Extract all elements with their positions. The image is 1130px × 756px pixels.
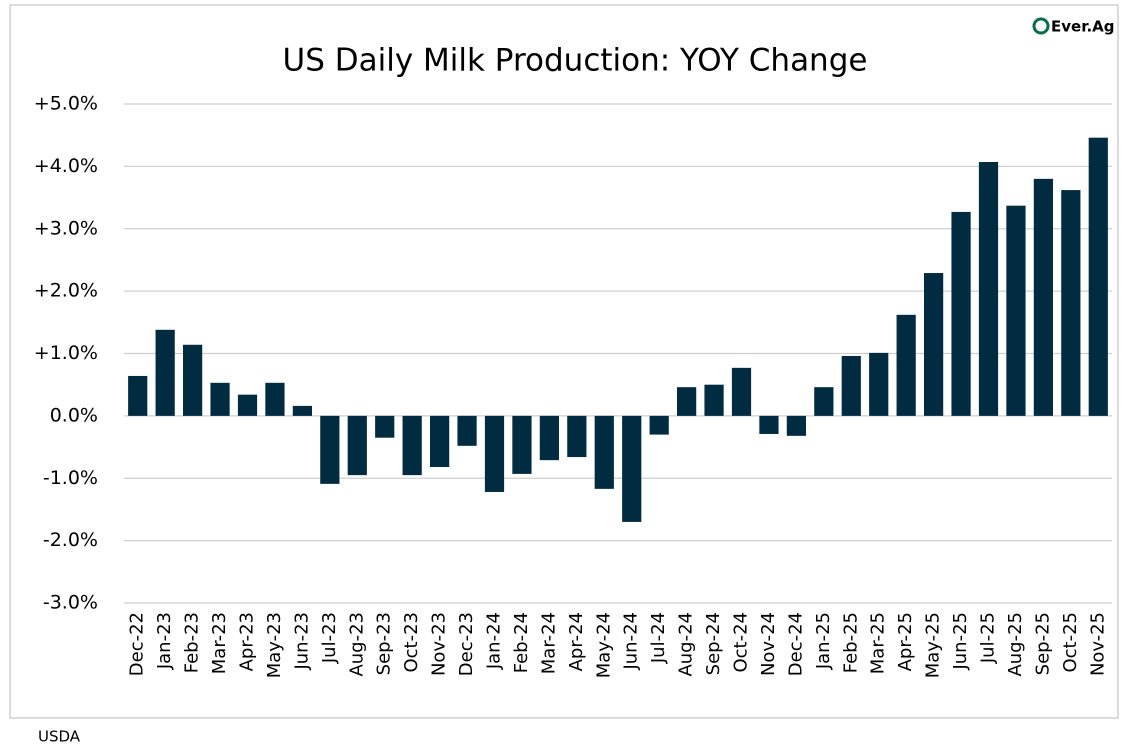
x-tick-label: Oct-24 [731, 612, 752, 673]
chart-border [9, 4, 1119, 719]
x-tick-label: Dec-23 [456, 612, 477, 676]
x-tick-label: Nov-25 [1087, 612, 1108, 676]
bar [430, 415, 450, 468]
bar [951, 211, 971, 416]
y-tick-label: -1.0% [43, 467, 98, 489]
x-tick-label: Sep-24 [703, 612, 724, 675]
bar [567, 415, 587, 458]
bar [1088, 137, 1108, 416]
x-tick-label: Jan-25 [813, 612, 834, 670]
x-tick-label: Mar-23 [209, 612, 230, 674]
y-tick-label: +2.0% [34, 280, 98, 302]
bar [155, 329, 175, 416]
bar [786, 415, 806, 436]
x-tick-label: Dec-22 [127, 612, 148, 676]
y-tick-label: +3.0% [34, 217, 98, 239]
x-tick-label: Jun-23 [291, 612, 312, 671]
bar [183, 344, 203, 416]
x-tick-label: May-24 [593, 612, 614, 678]
bar [978, 162, 999, 416]
bar [594, 415, 614, 489]
bar [649, 415, 669, 435]
x-tick-label: May-25 [923, 612, 944, 678]
bar [1033, 178, 1053, 416]
x-tick-label: Apr-24 [566, 612, 587, 671]
x-tick-label: Nov-23 [429, 612, 450, 676]
bar [622, 415, 642, 522]
bar [841, 355, 861, 416]
bar [1061, 190, 1081, 416]
x-tick-label: Jun-25 [950, 612, 971, 671]
x-tick-label: Jan-24 [484, 612, 505, 670]
x-tick-label: Sep-25 [1032, 612, 1053, 675]
x-tick-label: Mar-25 [868, 612, 889, 674]
bar [292, 405, 312, 416]
x-tick-label: Oct-25 [1060, 612, 1081, 673]
brand-icon [1032, 17, 1050, 35]
y-tick-label: -3.0% [43, 592, 98, 614]
x-tick-label: Apr-23 [237, 612, 258, 671]
bar [896, 314, 916, 416]
x-tick-label: Jul-24 [648, 612, 669, 664]
y-tick-label: +5.0% [34, 93, 98, 115]
bar [128, 375, 148, 416]
x-tick-label: Mar-24 [538, 612, 559, 674]
bar [402, 415, 422, 476]
x-tick-label: Feb-25 [840, 612, 861, 673]
bar [1006, 205, 1026, 416]
x-tick-label: Jul-23 [319, 612, 340, 664]
x-tick-label: Jan-23 [154, 612, 175, 670]
x-tick-label: Aug-24 [676, 612, 697, 677]
x-tick-label: Jul-25 [978, 612, 999, 664]
x-tick-label: Oct-23 [401, 612, 422, 673]
bar [814, 387, 834, 416]
chart-title: US Daily Milk Production: YOY Change [283, 43, 868, 79]
brand-name: Ever.Ag [1051, 18, 1115, 36]
bar [457, 415, 477, 446]
bar [347, 415, 367, 476]
bar [704, 384, 724, 416]
x-tick-label: Sep-23 [374, 612, 395, 675]
bar [320, 415, 340, 484]
y-tick-label: +1.0% [34, 342, 98, 364]
bar [677, 387, 697, 416]
x-tick-label: Dec-24 [785, 612, 806, 676]
bar [375, 415, 395, 438]
x-tick-label: Jun-24 [621, 612, 642, 671]
source-note: USDA [38, 728, 81, 746]
bar [924, 273, 944, 416]
bar [869, 352, 889, 416]
y-tick-label: 0.0% [50, 404, 98, 426]
x-tick-label: Aug-23 [346, 612, 367, 677]
bar [539, 415, 559, 461]
x-tick-label: Feb-24 [511, 612, 532, 673]
bar [759, 415, 779, 434]
bar [731, 367, 752, 416]
bar [484, 415, 505, 492]
bar [210, 382, 230, 416]
x-tick-label: Apr-25 [895, 612, 916, 671]
brand-logo: Ever.Ag [1032, 17, 1115, 36]
y-tick-label: +4.0% [34, 155, 98, 177]
y-tick-label: -2.0% [43, 529, 98, 551]
bar [265, 382, 285, 416]
x-tick-label: Nov-24 [758, 612, 779, 676]
x-tick-label: Feb-23 [182, 612, 203, 673]
bar [512, 415, 532, 474]
x-tick-label: May-23 [264, 612, 285, 678]
bar [237, 394, 258, 416]
x-tick-label: Aug-25 [1005, 612, 1026, 677]
